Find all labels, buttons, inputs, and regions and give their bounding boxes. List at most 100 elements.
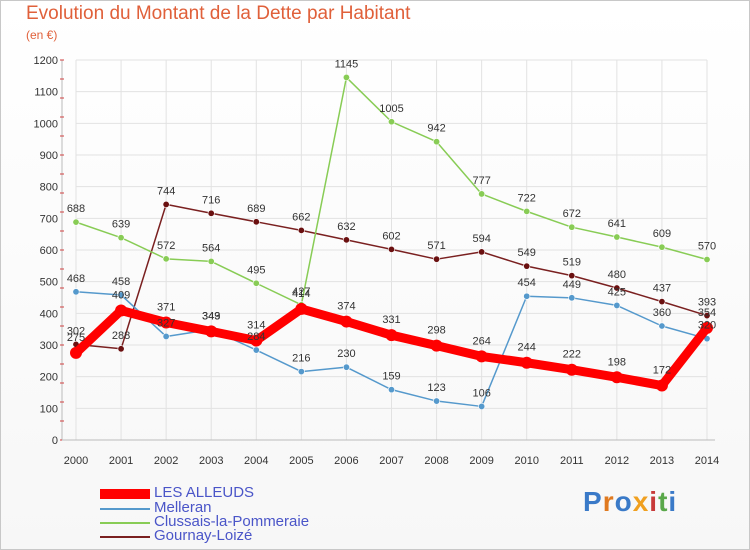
y-tick-label: 300 <box>40 340 58 352</box>
data-point-gournay-loiz- <box>117 345 125 353</box>
legend-swatch-melleran <box>100 508 150 510</box>
data-label-melleran: 320 <box>698 320 716 332</box>
logo-letter: x <box>632 486 650 517</box>
y-tick-label: 600 <box>40 245 58 257</box>
data-point-gournay-loiz- <box>297 226 305 234</box>
data-label-gournay-loiz-: 571 <box>427 240 445 252</box>
data-label-melleran: 159 <box>382 371 400 383</box>
data-point-les-alleuds <box>655 379 668 392</box>
data-label-clussais-la-pommeraie: 570 <box>698 241 716 253</box>
logo-letter: o <box>614 486 633 517</box>
y-tick-label: 100 <box>40 403 58 415</box>
data-point-clussais-la-pommeraie <box>162 255 170 263</box>
data-label-gournay-loiz-: 594 <box>472 233 490 245</box>
y-tick-label: 800 <box>40 182 58 194</box>
data-point-melleran <box>478 402 486 410</box>
data-label-gournay-loiz-: 288 <box>112 330 130 342</box>
logo-letter: i <box>649 486 659 517</box>
legend-swatch-clussais <box>100 522 150 524</box>
data-point-melleran <box>658 322 666 330</box>
legend-swatch-gournay <box>100 536 150 538</box>
data-point-gournay-loiz- <box>207 209 215 217</box>
data-label-les-alleuds: 198 <box>608 356 626 368</box>
logo-letter: P <box>583 486 603 517</box>
data-point-les-alleuds <box>295 302 308 315</box>
data-label-melleran: 284 <box>247 331 265 343</box>
data-label-gournay-loiz-: 602 <box>382 230 400 242</box>
data-label-les-alleuds: 314 <box>247 320 265 332</box>
data-point-clussais-la-pommeraie <box>613 233 621 241</box>
data-label-les-alleuds: 244 <box>518 342 536 354</box>
data-point-gournay-loiz- <box>523 262 531 270</box>
data-label-gournay-loiz-: 519 <box>563 257 581 269</box>
data-point-les-alleuds <box>340 315 353 328</box>
data-point-les-alleuds <box>385 329 398 342</box>
data-point-melleran <box>433 397 441 405</box>
data-point-melleran <box>297 368 305 376</box>
x-tick-label: 2001 <box>109 455 133 467</box>
data-point-les-alleuds <box>70 346 82 359</box>
data-point-clussais-la-pommeraie <box>207 257 215 265</box>
data-label-clussais-la-pommeraie: 1145 <box>335 58 359 70</box>
x-tick-label: 2008 <box>424 455 448 467</box>
data-label-les-alleuds: 409 <box>112 289 130 301</box>
data-label-les-alleuds: 374 <box>337 301 355 313</box>
logo-letter: t <box>658 486 669 517</box>
data-point-clussais-la-pommeraie <box>523 207 531 215</box>
y-tick-label: 1200 <box>34 55 58 67</box>
data-label-melleran: 454 <box>518 277 536 289</box>
data-label-clussais-la-pommeraie: 722 <box>518 192 536 204</box>
data-point-les-alleuds <box>475 350 488 363</box>
data-point-gournay-loiz- <box>252 218 260 226</box>
data-label-les-alleuds: 172 <box>653 365 671 377</box>
data-label-clussais-la-pommeraie: 572 <box>157 240 175 252</box>
data-label-melleran: 425 <box>608 286 626 298</box>
x-tick-label: 2006 <box>334 455 358 467</box>
legend-label-gournay: Gournay-Loizé <box>154 527 253 544</box>
data-label-gournay-loiz-: 437 <box>653 283 671 295</box>
x-tick-label: 2014 <box>695 455 719 467</box>
data-point-clussais-la-pommeraie <box>433 138 441 146</box>
x-tick-label: 2012 <box>605 455 629 467</box>
data-point-clussais-la-pommeraie <box>387 118 395 126</box>
data-label-gournay-loiz-: 662 <box>292 211 310 223</box>
data-label-les-alleuds: 343 <box>202 310 220 322</box>
data-label-clussais-la-pommeraie: 564 <box>202 242 220 254</box>
data-label-melleran: 327 <box>157 317 175 329</box>
x-tick-label: 2010 <box>514 455 538 467</box>
data-label-melleran: 349 <box>202 310 220 322</box>
data-label-les-alleuds: 222 <box>563 349 581 361</box>
data-label-gournay-loiz-: 302 <box>67 325 85 337</box>
y-tick-label: 400 <box>40 308 58 320</box>
data-label-les-alleuds: 371 <box>157 302 175 314</box>
y-tick-label: 500 <box>40 277 58 289</box>
data-label-clussais-la-pommeraie: 1005 <box>379 103 403 115</box>
data-label-gournay-loiz-: 689 <box>247 203 265 215</box>
data-point-melleran <box>72 288 80 296</box>
data-point-melleran <box>523 292 531 300</box>
x-tick-label: 2009 <box>469 455 493 467</box>
data-point-melleran <box>162 332 170 340</box>
data-point-les-alleuds <box>205 325 218 338</box>
data-label-melleran: 216 <box>292 353 310 365</box>
data-point-melleran <box>568 294 576 302</box>
data-label-gournay-loiz-: 393 <box>698 297 716 309</box>
y-tick-label: 0 <box>52 435 58 447</box>
data-label-les-alleuds: 354 <box>698 307 716 319</box>
legend-label-melleran: Melleran <box>154 499 212 516</box>
data-point-gournay-loiz- <box>658 298 666 306</box>
data-label-melleran: 106 <box>472 387 490 399</box>
data-label-clussais-la-pommeraie: 609 <box>653 228 671 240</box>
data-point-clussais-la-pommeraie <box>72 218 80 226</box>
data-point-les-alleuds <box>520 356 533 369</box>
data-point-melleran <box>342 363 350 371</box>
x-tick-label: 2005 <box>289 455 313 467</box>
y-tick-label: 200 <box>40 372 58 384</box>
logo-letter: r <box>602 486 615 517</box>
data-label-les-alleuds: 414 <box>292 288 310 300</box>
data-point-clussais-la-pommeraie <box>342 73 350 81</box>
y-tick-label: 1100 <box>34 87 58 99</box>
data-label-clussais-la-pommeraie: 688 <box>67 203 85 215</box>
data-point-les-alleuds <box>160 316 173 329</box>
data-point-gournay-loiz- <box>703 312 711 320</box>
